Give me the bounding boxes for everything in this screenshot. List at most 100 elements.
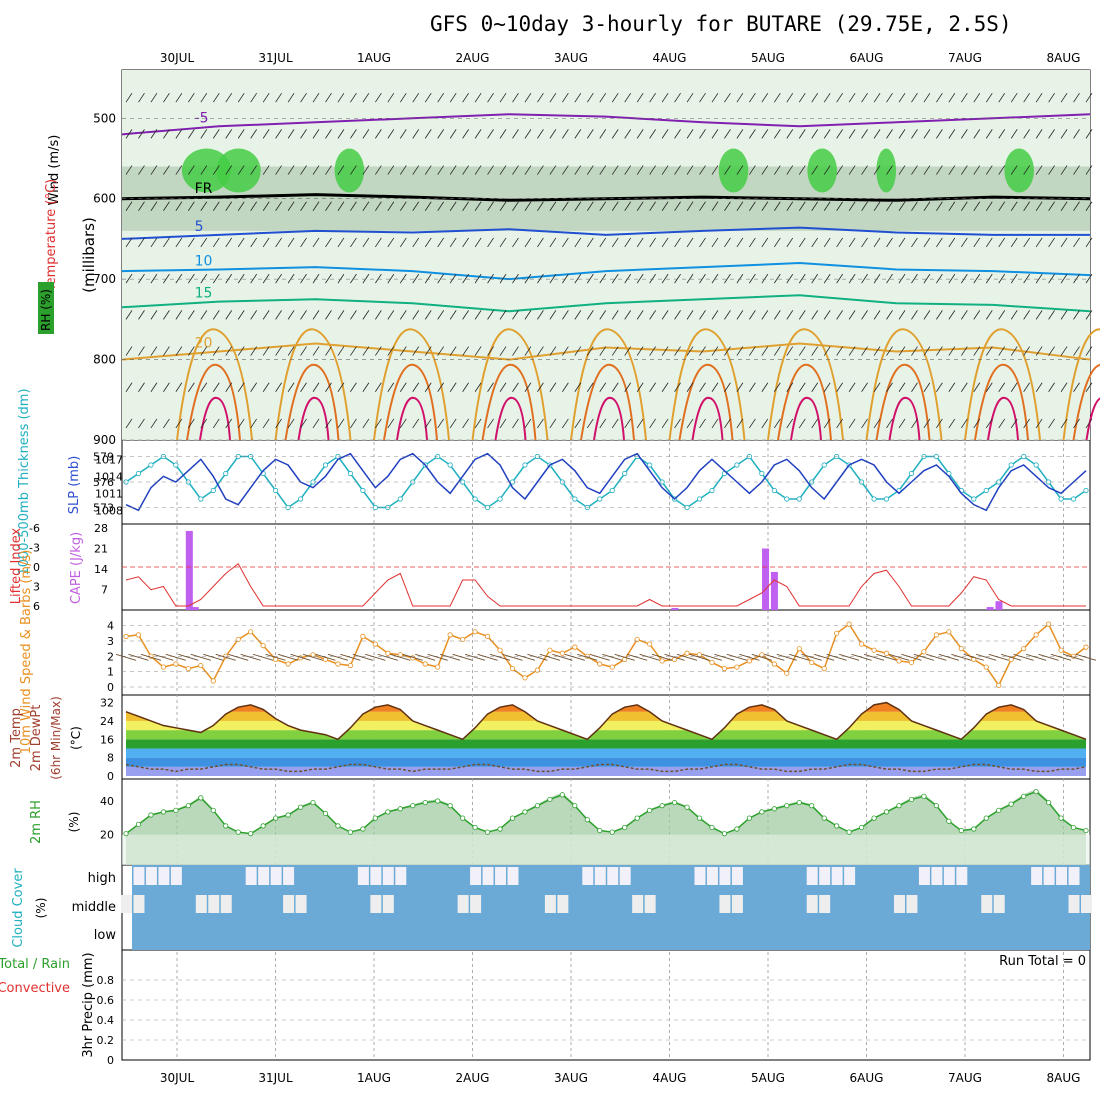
cloud-high-clear: [831, 867, 843, 885]
wind-barb: [449, 165, 457, 175]
wind-barb: [898, 129, 906, 139]
hot-contour: [199, 396, 231, 441]
cloud-high-clear: [619, 867, 631, 885]
wind-barb: [686, 201, 694, 211]
rh-point: [597, 827, 603, 834]
wind-barb: [312, 418, 320, 429]
wind-speed-point: [846, 621, 852, 627]
rh-unit-label: (%): [67, 812, 81, 833]
wind-speed-point: [721, 665, 728, 672]
wind-barb: [337, 418, 345, 429]
wind-barb: [1048, 92, 1055, 103]
wind-speed-point: [347, 662, 354, 669]
wind-speed-point: [958, 646, 964, 652]
rh-point: [310, 799, 316, 806]
wind-barb: [449, 201, 457, 211]
wind-speed-point: [597, 661, 603, 667]
wind-barb: [337, 273, 345, 284]
wind-barb: [960, 273, 968, 284]
top-day-label: 6AUG: [850, 51, 884, 65]
rh-point: [759, 809, 765, 815]
wind-barb: [362, 418, 370, 429]
rh-point: [858, 824, 865, 831]
wind-barb: [275, 129, 282, 139]
wind-barb: [823, 201, 831, 211]
wind-barb-10m: [614, 653, 635, 661]
wind-barb: [948, 129, 956, 139]
wind-barb: [437, 92, 445, 103]
wind-barb: [711, 310, 719, 320]
wind-barb: [661, 92, 669, 103]
wind-barb: [611, 346, 619, 356]
wind-barb-10m: [1050, 653, 1072, 661]
wind-barb: [736, 418, 744, 429]
wind-barb: [474, 129, 482, 139]
wind-barb: [237, 310, 245, 320]
wind-barb: [287, 310, 295, 320]
cloud-high-clear: [806, 867, 818, 885]
wind-speed-point: [547, 647, 553, 653]
wind-barb: [337, 92, 345, 103]
wind-barb-10m: [863, 653, 885, 661]
wind-barb: [574, 310, 582, 320]
thickness-point: [622, 470, 628, 477]
rh-point: [1045, 799, 1052, 806]
wind-barb: [711, 382, 719, 392]
wind-barb: [474, 418, 482, 429]
warm-contour: [777, 363, 832, 441]
wind-barb: [898, 237, 906, 248]
wind-barb: [1073, 92, 1080, 103]
wind-barb: [973, 165, 981, 175]
wind-barb: [574, 201, 582, 211]
temp-tick: 32: [100, 697, 114, 710]
wind-barb: [387, 165, 395, 175]
wind-barb: [1023, 129, 1030, 139]
isotherm: [121, 226, 1090, 240]
wind-barb: [848, 165, 856, 175]
wind-barb: [275, 382, 282, 392]
wind-barb: [811, 310, 819, 320]
wind-barb: [736, 129, 744, 139]
rh-point: [734, 826, 740, 832]
precip-tick: 0.4: [97, 1014, 115, 1027]
wind-barb: [686, 382, 694, 392]
wind-barb: [798, 92, 806, 103]
panel-frame-wi: [121, 609, 1091, 696]
wind-barb: [773, 237, 781, 248]
wind-speed-point: [135, 632, 142, 638]
wind-barb: [761, 165, 769, 175]
wind-barb: [399, 129, 407, 139]
wind-barb: [163, 165, 170, 175]
wind-barb: [262, 382, 270, 392]
wind-barb: [786, 310, 794, 320]
thickness-point: [883, 496, 890, 502]
wind-barb: [574, 92, 582, 103]
wind-barb: [412, 418, 420, 429]
temp-band: [126, 766, 1086, 776]
wind-barb: [649, 418, 656, 429]
cloud-middle-clear: [557, 895, 569, 913]
warm-contour: [383, 363, 438, 441]
cloud-high-clear: [956, 867, 968, 885]
wind-barb: [337, 129, 345, 139]
wind-barb: [549, 165, 557, 175]
precip-tick: 0: [107, 1054, 114, 1067]
wind-barb: [424, 310, 432, 320]
wind-barb: [624, 346, 632, 356]
wind-barb: [237, 346, 245, 356]
wind-barb: [674, 201, 681, 211]
wind-barb: [861, 382, 868, 392]
top-day-label: 4AUG: [653, 51, 687, 65]
wind-barb: [399, 346, 407, 356]
wind-barb: [362, 310, 370, 320]
wind-barb-10m: [352, 653, 374, 661]
wind-barb: [1048, 382, 1055, 392]
wind-barb: [562, 346, 569, 356]
rh-point: [1008, 801, 1014, 807]
wind-barb: [212, 310, 220, 320]
wind-barb: [948, 165, 956, 175]
hot-contour: [297, 396, 330, 441]
wind-barb: [275, 273, 282, 284]
wind-barb: [948, 237, 956, 248]
wind-barb: [923, 129, 931, 139]
